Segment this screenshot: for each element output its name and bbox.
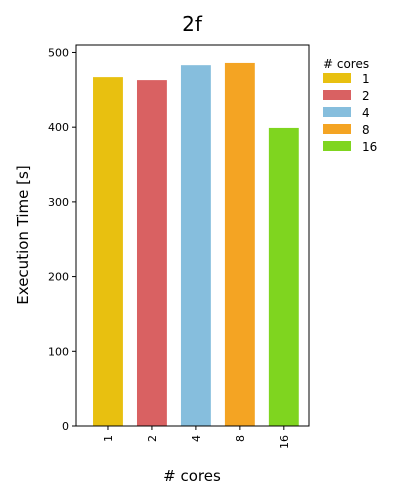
x-tick-label: 16 — [278, 435, 291, 449]
bar-1 — [93, 77, 123, 426]
y-tick-label: 500 — [48, 46, 69, 59]
bar-2 — [136, 80, 167, 427]
legend-swatch — [323, 73, 351, 83]
legend-label: 1 — [362, 72, 370, 86]
legend: # cores 1 2 4 8 16 — [323, 57, 377, 154]
legend-title: # cores — [323, 57, 369, 71]
y-tick-label: 100 — [48, 345, 69, 358]
bar-16 — [268, 127, 299, 427]
legend-label: 4 — [362, 106, 370, 120]
y-axis: 0 100 200 300 400 500 — [48, 46, 76, 433]
legend-label: 8 — [362, 123, 370, 137]
x-tick-label: 8 — [234, 435, 247, 442]
x-tick-label: 2 — [146, 435, 159, 442]
x-axis: 1 2 4 8 16 — [102, 426, 291, 449]
legend-label: 2 — [362, 89, 370, 103]
plot-frame — [75, 44, 310, 427]
x-tick-label: 4 — [190, 435, 203, 442]
legend-swatch — [323, 90, 351, 100]
y-tick-label: 400 — [48, 121, 69, 134]
legend-swatch — [323, 141, 351, 151]
y-tick-label: 200 — [48, 271, 69, 284]
y-tick-label: 300 — [48, 196, 69, 209]
bar-8 — [224, 62, 255, 426]
y-axis-label: Execution Time [s] — [14, 165, 32, 304]
legend-label: 16 — [362, 140, 377, 154]
x-tick-label: 1 — [102, 435, 115, 442]
bar-4 — [180, 65, 211, 426]
bars-group — [93, 62, 299, 427]
chart-title: 2f — [182, 12, 203, 36]
y-tick-label: 0 — [62, 420, 69, 433]
x-axis-label: # cores — [163, 467, 221, 485]
legend-swatch — [323, 124, 351, 134]
legend-swatch — [323, 107, 351, 117]
